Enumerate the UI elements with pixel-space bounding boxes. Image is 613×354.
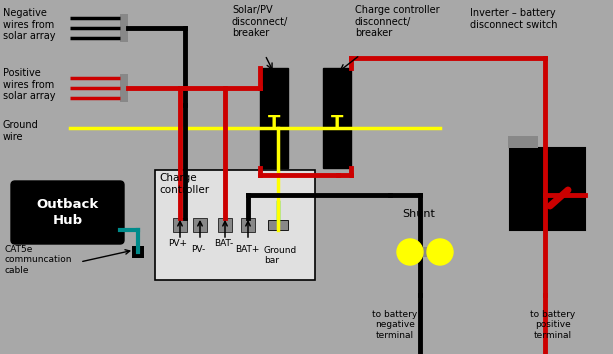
Bar <box>241 218 255 232</box>
Text: Negative
wires from
solar array: Negative wires from solar array <box>3 8 56 41</box>
Text: to battery
negative
terminal: to battery negative terminal <box>372 310 417 340</box>
Bar <box>218 218 232 232</box>
Bar <box>132 246 144 258</box>
Bar <box>260 68 288 168</box>
Text: Shunt: Shunt <box>402 209 435 219</box>
Bar <box>193 218 207 232</box>
Text: to battery
positive
terminal: to battery positive terminal <box>530 310 576 340</box>
Circle shape <box>427 239 453 265</box>
Text: CAT5e
communcation
cable: CAT5e communcation cable <box>5 245 72 275</box>
Text: Inverter – battery
disconnect switch: Inverter – battery disconnect switch <box>470 8 557 30</box>
Bar <box>173 218 187 232</box>
Bar <box>268 220 288 230</box>
Text: Positive
wires from
solar array: Positive wires from solar array <box>3 68 56 101</box>
FancyBboxPatch shape <box>11 181 124 244</box>
Text: Solar/PV
disconnect/
breaker: Solar/PV disconnect/ breaker <box>232 5 288 38</box>
Bar <box>120 14 128 42</box>
Text: BAT-: BAT- <box>215 239 234 248</box>
Bar <box>510 148 585 230</box>
Text: BAT+: BAT+ <box>235 245 259 254</box>
Text: Outback
Hub: Outback Hub <box>36 199 99 227</box>
Text: PV-: PV- <box>191 245 205 254</box>
Bar <box>323 68 351 168</box>
Text: T: T <box>331 114 343 132</box>
Text: Charge
controller: Charge controller <box>159 173 209 195</box>
Bar <box>397 247 453 257</box>
Bar <box>155 170 315 280</box>
Text: PV+: PV+ <box>169 239 188 248</box>
Text: Ground
wire: Ground wire <box>3 120 39 142</box>
Bar <box>120 74 128 102</box>
Text: T: T <box>268 114 280 132</box>
Text: Ground
bar: Ground bar <box>264 246 297 266</box>
Circle shape <box>397 239 423 265</box>
Bar <box>508 136 538 148</box>
Text: Charge controller
disconnect/
breaker: Charge controller disconnect/ breaker <box>355 5 440 38</box>
